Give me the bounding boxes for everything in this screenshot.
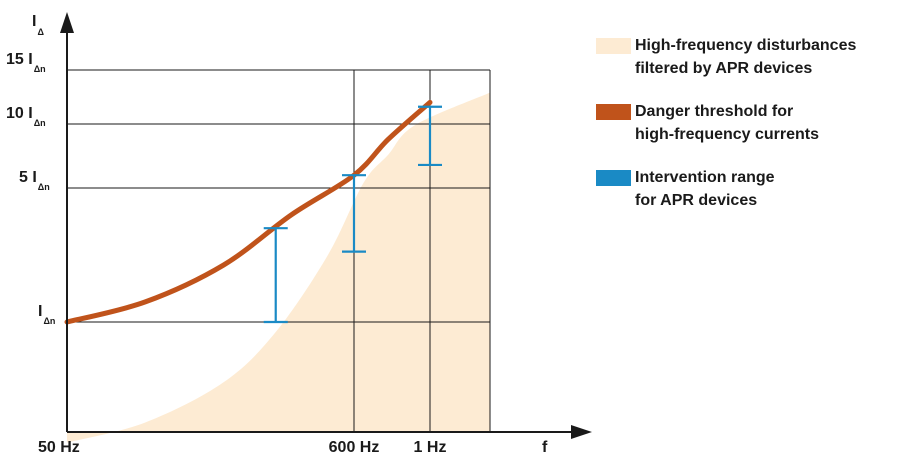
legend: High-frequency disturbances filtered by A… [596, 37, 896, 236]
intervention-ranges [263, 105, 442, 324]
y-tick-label: 5 IΔn [19, 169, 50, 192]
legend-item: Danger threshold for high-frequency curre… [596, 103, 896, 146]
legend-item: High-frequency disturbances filtered by A… [596, 37, 896, 80]
x-tick-label: 50 Hz [38, 439, 80, 455]
y-tick-labels: 15 IΔn 10 IΔn 5 IΔn IΔn [6, 51, 55, 326]
x-tick-label: 600 Hz [329, 439, 380, 455]
y-axis-arrow [60, 12, 74, 33]
hf-disturbance-area [67, 92, 490, 443]
axes [60, 12, 592, 439]
legend-item: Intervention range for APR devices [596, 169, 896, 212]
intervention-range-bar [418, 105, 442, 167]
y-tick-label: IΔn [38, 303, 55, 326]
y-tick-label: 15 IΔn [6, 51, 46, 74]
x-axis-title: f [542, 439, 548, 455]
y-axis-title: IΔ [32, 13, 44, 37]
legend-label: High-frequency disturbances filtered by A… [635, 37, 857, 77]
intervention-range-bar [342, 174, 366, 253]
legend-swatch [596, 38, 631, 54]
x-tick-label: 1 Hz [414, 439, 447, 455]
legend-label: Intervention range for APR devices [635, 169, 775, 209]
x-axis-arrow [571, 425, 592, 439]
legend-label: Danger threshold for high-frequency curre… [635, 103, 820, 143]
x-tick-labels: 50 Hz 600 Hz 1 Hz [38, 439, 446, 455]
danger-threshold-curve [64, 99, 433, 325]
legend-swatch [596, 170, 631, 186]
y-tick-label: 10 IΔn [6, 105, 46, 128]
legend-swatch [596, 104, 631, 120]
intervention-range-bar [263, 227, 288, 324]
